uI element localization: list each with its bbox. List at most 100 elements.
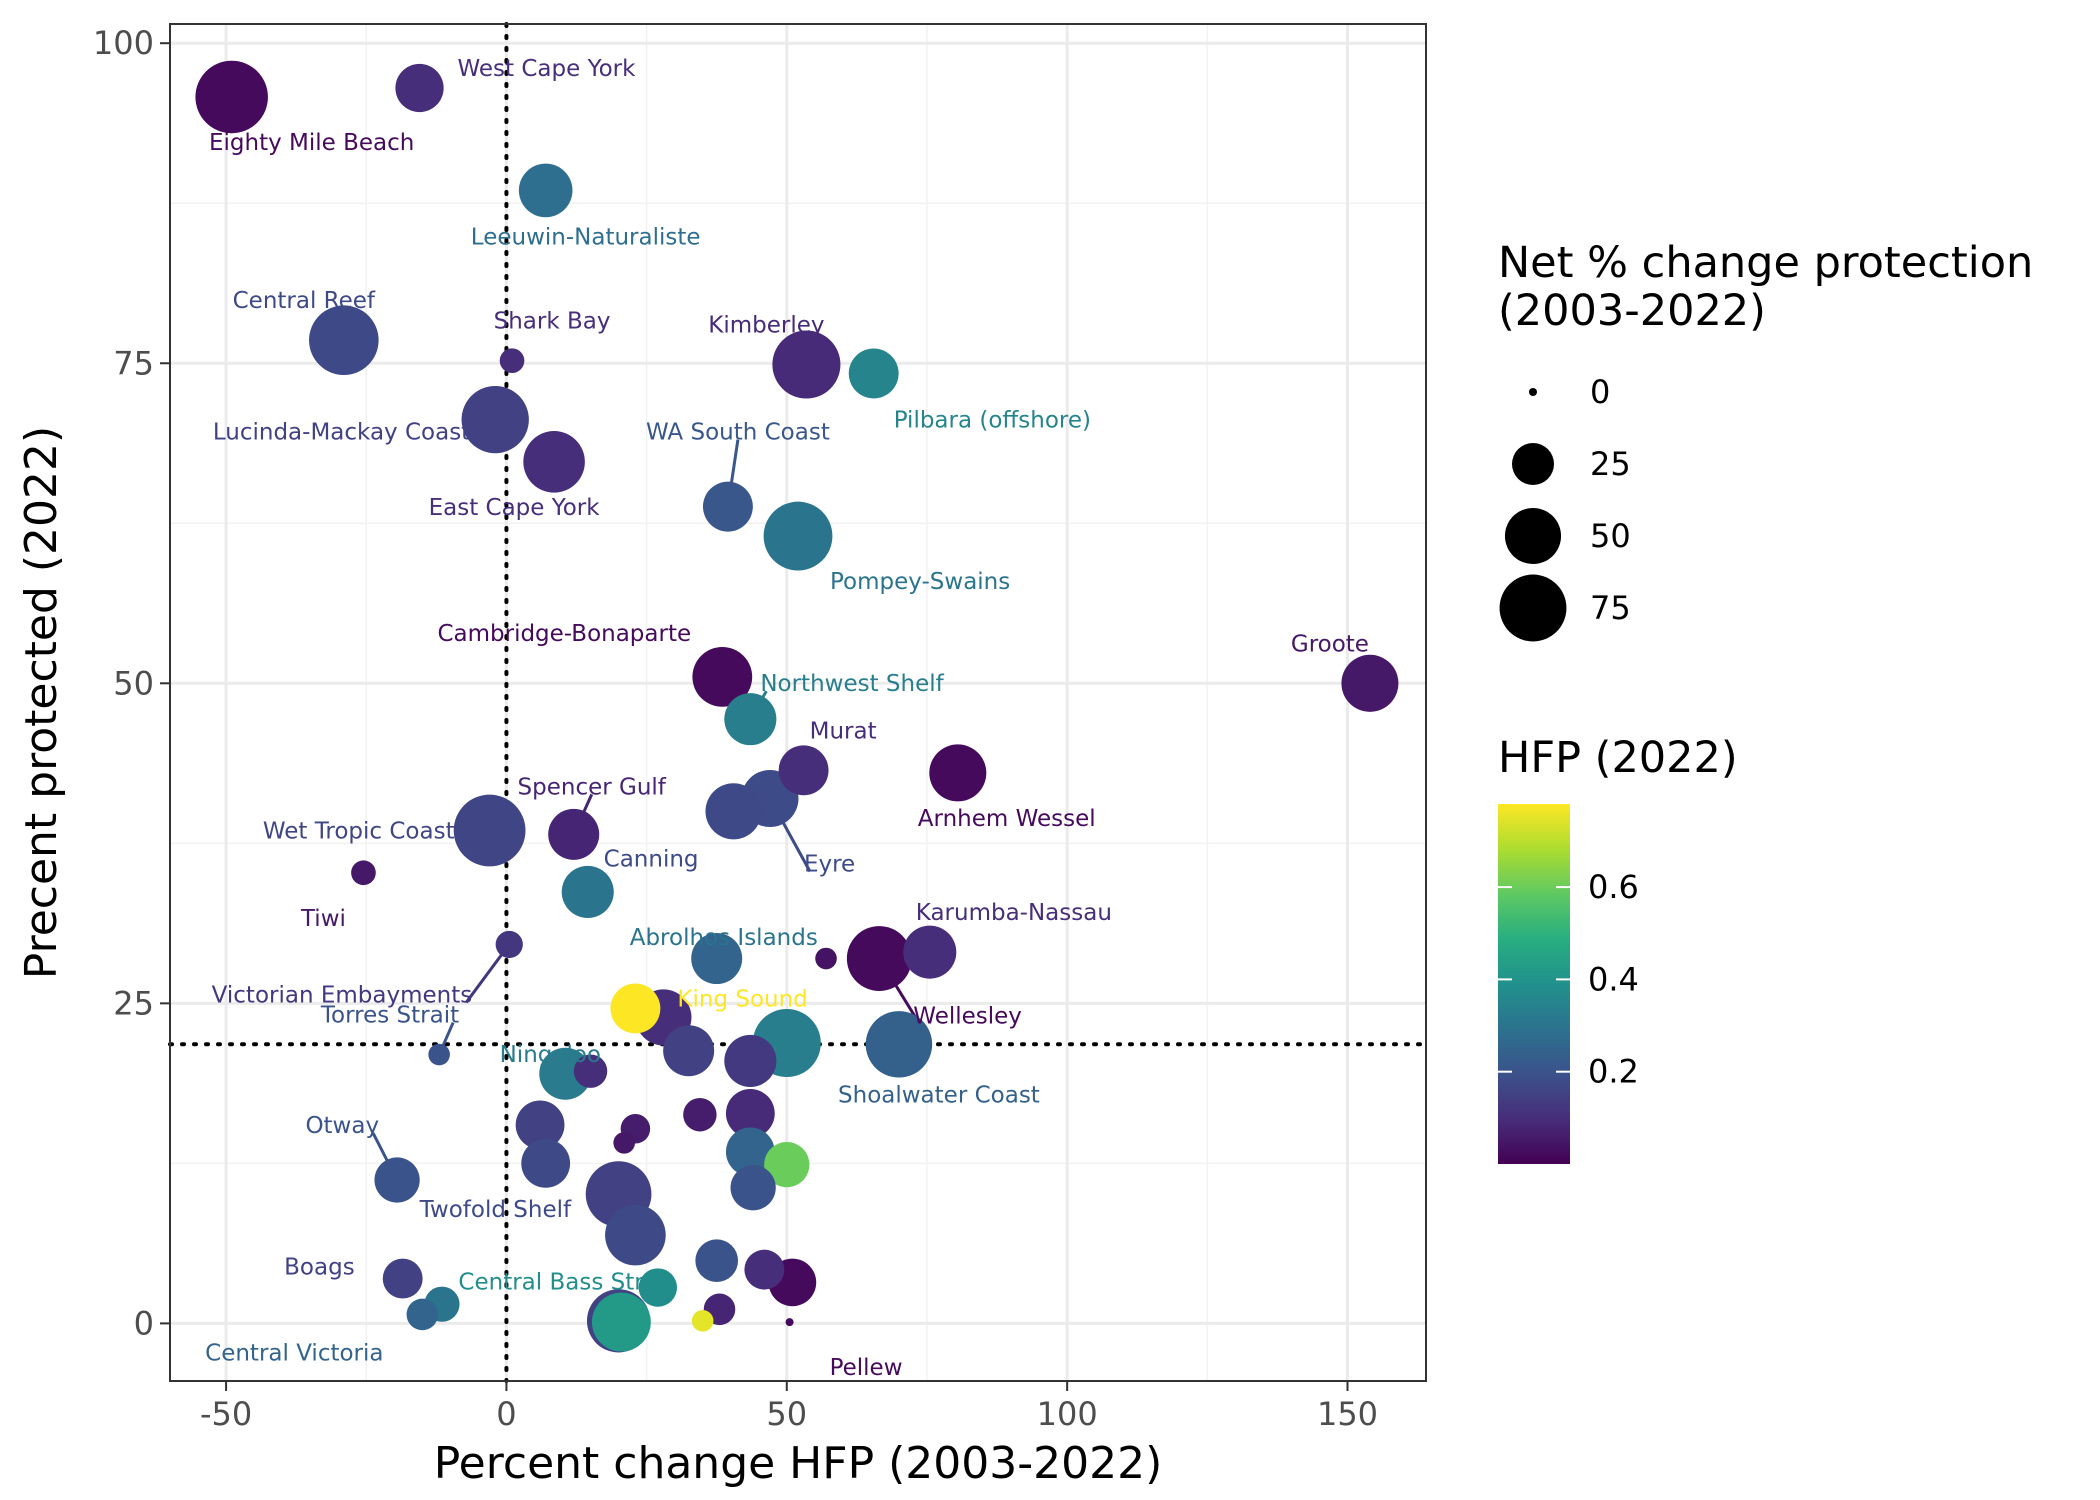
data-point [772,330,841,399]
size-legend-title: (2003-2022) [1498,286,1766,336]
data-point [903,925,957,979]
point-label: Central Victoria [205,1340,383,1366]
data-point [591,1292,651,1352]
point-label: Shoalwater Coast [838,1082,1040,1108]
x-tick-label: 100 [1037,1395,1098,1433]
panel-border [169,23,1427,1382]
y-tick-label: 75 [113,344,154,382]
point-label: Pellew [830,1355,903,1381]
data-point [518,163,573,218]
data-point [725,1127,775,1177]
x-axis-title: Percent change HFP (2003-2022) [434,1438,1163,1489]
data-point [724,693,777,746]
point-label: Otway [305,1113,379,1139]
color-bar-label: 0.6 [1588,868,1639,906]
point-label: West Cape York [458,56,637,82]
size-legend-label: 25 [1590,445,1631,483]
data-point [702,481,753,532]
data-point [499,348,525,374]
size-legend-key [1512,443,1554,485]
y-tick-label: 0 [134,1304,154,1342]
data-point [846,926,912,991]
data-point [610,983,661,1034]
data-point [691,933,743,985]
size-legend-label: 0 [1590,373,1610,411]
axes: -50 0 50 100 150 0 25 50 75 100 [93,24,1378,1433]
point-label: Tiwi [300,906,346,932]
x-tick-label: 50 [766,1395,807,1433]
data-point [764,1142,810,1188]
data-point [395,63,444,113]
y-tick-label: 25 [113,984,154,1022]
data-points [195,60,1399,1353]
data-point [428,1043,450,1066]
point-label: Pompey-Swains [830,569,1010,595]
data-point [495,930,523,959]
point-label: Shark Bay [494,309,611,335]
point-label: Torres Strait [320,1003,459,1029]
data-point [461,385,529,454]
data-point [382,1258,423,1299]
data-point [374,1157,420,1203]
data-point [523,431,585,493]
data-point [724,1034,777,1087]
point-label: Arnhem Wessel [918,806,1096,832]
point-label: Canning [604,846,699,872]
data-point [785,1318,794,1327]
point-label: Karumba-Nassau [916,900,1112,926]
x-tick-label: 0 [496,1395,516,1433]
point-label: Eyre [804,852,855,878]
size-legend-label: 75 [1590,589,1631,627]
point-label: Eighty Mile Beach [209,130,414,156]
size-legend-title: Net % change protection [1498,238,2033,288]
point-label: Twofold Shelf [419,1197,572,1223]
point-label: Cambridge-Bonaparte [437,621,691,647]
data-point [865,1011,933,1078]
color-bar [1498,804,1570,1164]
point-label: Central Bass Strait [458,1270,673,1296]
point-label: Lucinda-Mackay Coast [213,420,470,446]
data-point [521,1138,571,1188]
data-point [309,305,379,375]
point-label: Central Reef [233,288,376,314]
x-tick-label: 150 [1317,1395,1378,1433]
point-label: Boags [284,1255,355,1281]
point-label: Groote [1291,631,1369,657]
data-point [1341,654,1399,712]
point-label: Abrolhos Islands [630,925,818,951]
data-point [351,860,376,886]
point-labels: Eighty Mile Beach West Cape York Leeuwin-N… [205,56,1369,1381]
x-tick-label: -50 [200,1395,252,1433]
point-label: Ningaloo [500,1042,601,1068]
data-point [763,501,833,571]
color-legend: HFP (2022) 0.2 0.4 0.6 [1498,733,1738,1164]
data-point [683,1097,717,1132]
data-point [705,783,762,840]
data-point [453,794,526,867]
size-legend-key [1504,507,1562,565]
point-label: Northwest Shelf [760,671,944,697]
point-label: WA South Coast [646,420,830,446]
data-point [695,1239,739,1282]
size-legend: Net % change protection(2003-2022) 0 25 50 7… [1498,238,2033,642]
data-point [613,1132,635,1154]
data-point [663,1025,715,1077]
color-legend-title: HFP (2022) [1498,733,1738,783]
data-point [573,1054,608,1088]
data-point [195,60,268,134]
point-label: Wet Tropic Coast [263,819,455,845]
point-label: Spencer Gulf [518,774,667,800]
point-label: Murat [810,718,877,744]
point-label: King Sound [677,986,807,1012]
data-point [778,745,829,796]
point-label: Leeuwin-Naturaliste [471,224,701,250]
data-point [848,348,899,399]
data-point [548,808,600,860]
color-bar-label: 0.2 [1588,1053,1639,1091]
size-legend-key [1529,388,1537,396]
size-legend-key [1499,574,1567,642]
data-point [744,1249,785,1290]
y-tick-label: 50 [113,664,154,702]
point-label: Pilbara (offshore) [894,407,1091,433]
